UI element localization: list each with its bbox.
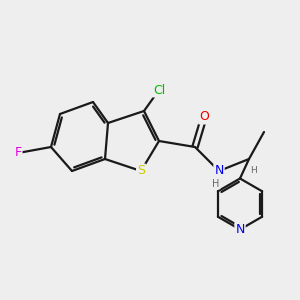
Text: Cl: Cl bbox=[153, 83, 165, 97]
Text: N: N bbox=[214, 164, 224, 178]
Text: S: S bbox=[137, 164, 145, 178]
Text: F: F bbox=[14, 146, 22, 160]
Text: H: H bbox=[250, 166, 257, 175]
Text: O: O bbox=[199, 110, 209, 124]
Text: H: H bbox=[212, 178, 220, 189]
Text: N: N bbox=[235, 223, 245, 236]
